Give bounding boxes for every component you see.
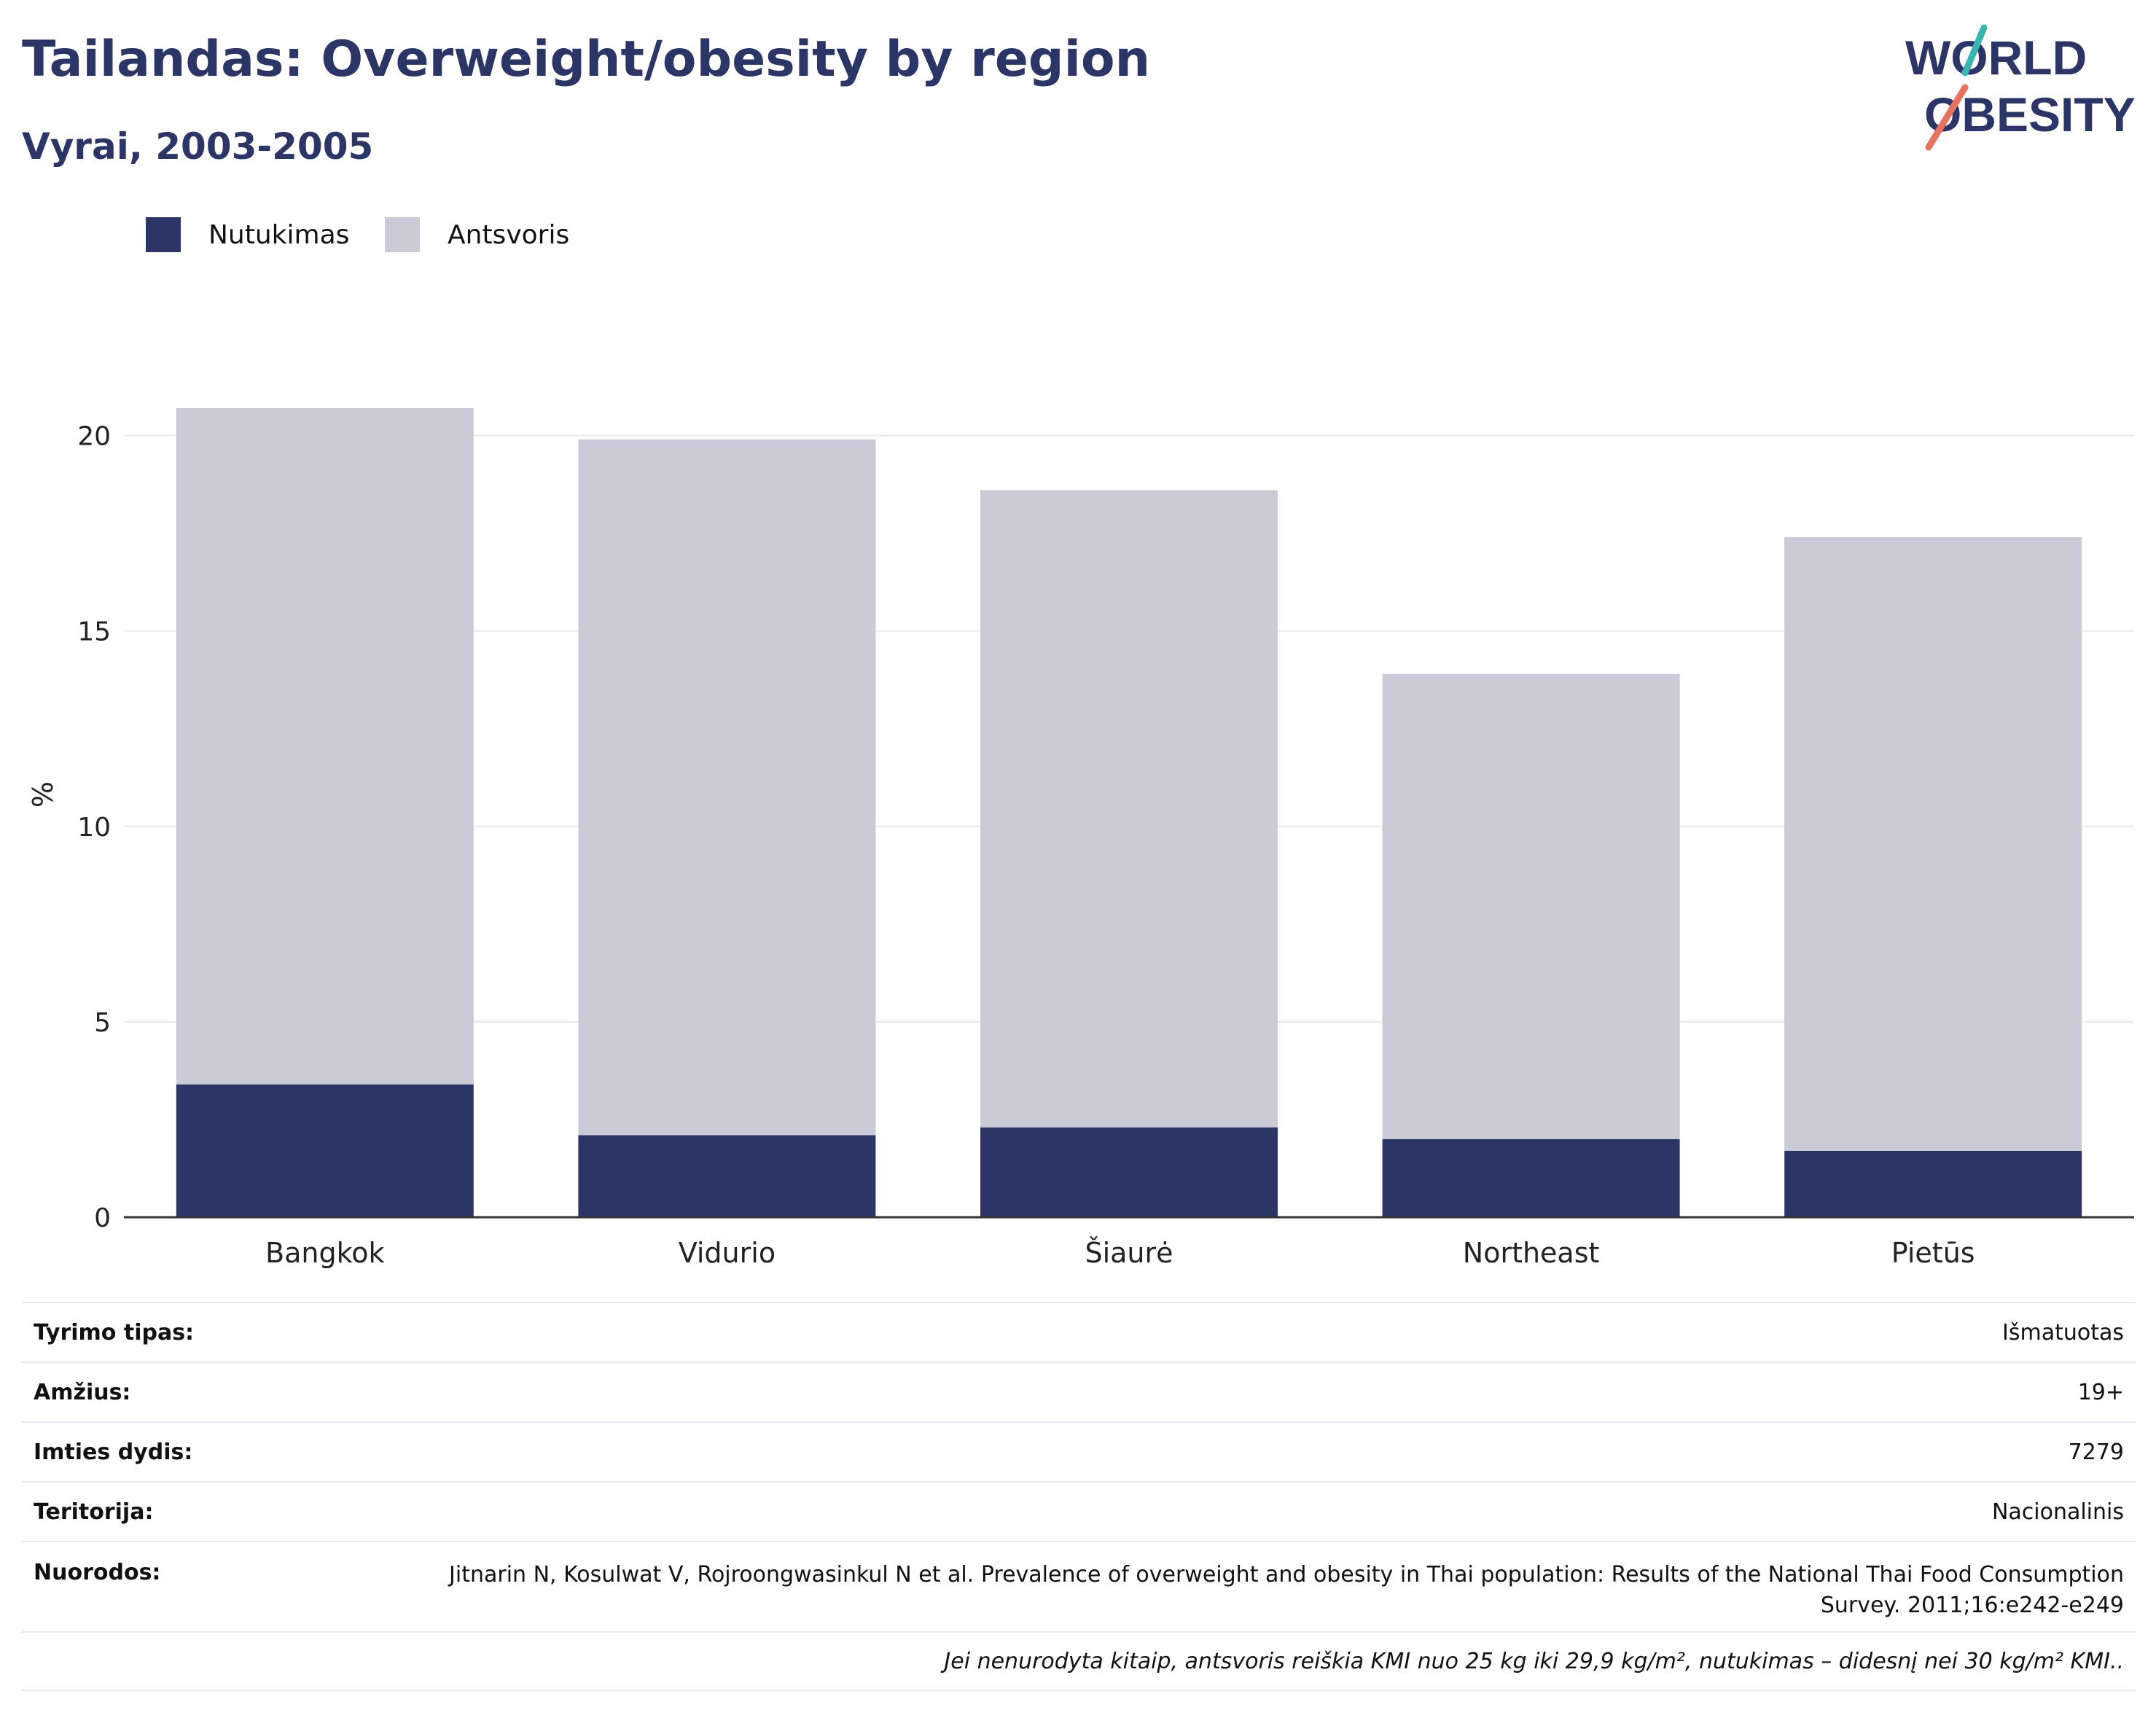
- info-row-survey-type: Tyrimo tipas: Išmatuotas: [22, 1302, 2136, 1362]
- info-key: Imties dydis:: [34, 1439, 193, 1465]
- y-tick-label: 0: [94, 1203, 111, 1233]
- info-key: Tyrimo tipas:: [34, 1319, 195, 1346]
- bar-nutukimas: [578, 1135, 876, 1217]
- bar-nutukimas: [1382, 1139, 1680, 1217]
- info-value: Išmatuotas: [2002, 1319, 2124, 1346]
- legend-item-nutukimas[interactable]: Nutukimas: [146, 217, 349, 252]
- bar-antsvoris: [176, 408, 474, 1085]
- definition-note: Jei nenurodyta kitaip, antsvoris reiškia…: [944, 1648, 2124, 1674]
- info-row-references: Nuorodos: Jitnarin N, Kosulwat V, Rojroo…: [22, 1541, 2136, 1631]
- bar-nutukimas: [1784, 1150, 2082, 1217]
- info-key: Nuorodos:: [34, 1560, 161, 1585]
- info-table: Tyrimo tipas: Išmatuotas Amžius: 19+ Imt…: [22, 1302, 2136, 1691]
- info-value: 7279: [2068, 1439, 2124, 1465]
- legend-label-nutukimas: Nutukimas: [208, 219, 350, 250]
- bar-antsvoris: [1382, 673, 1680, 1139]
- y-axis-label: %: [27, 781, 59, 808]
- y-tick-label: 5: [94, 1008, 111, 1038]
- bar-antsvoris: [980, 490, 1278, 1128]
- world-obesity-logo: WORLD OBESITY: [1902, 22, 2136, 153]
- y-tick-label: 10: [77, 813, 111, 843]
- info-key: Teritorija:: [34, 1499, 154, 1525]
- legend-label-antsvoris: Antsvoris: [448, 219, 570, 250]
- x-tick-label: Northeast: [1463, 1237, 1600, 1269]
- bar-antsvoris: [578, 439, 876, 1136]
- bar-antsvoris: [1784, 536, 2082, 1151]
- logo-line1: WORLD: [1905, 31, 2087, 85]
- info-key: Amžius:: [34, 1379, 131, 1405]
- x-tick-label: Pietūs: [1891, 1237, 1975, 1269]
- info-row-note: Jei nenurodyta kitaip, antsvoris reiškia…: [22, 1631, 2136, 1691]
- legend-swatch-nutukimas: [146, 217, 181, 252]
- y-tick-label: 15: [77, 617, 111, 647]
- y-tick-label: 20: [77, 422, 111, 452]
- reference-text: Jitnarin N, Kosulwat V, Rojroongwasinkul…: [449, 1562, 2124, 1618]
- bar-nutukimas: [176, 1084, 474, 1217]
- legend-item-antsvoris[interactable]: Antsvoris: [385, 217, 569, 252]
- legend-swatch-antsvoris: [385, 217, 420, 252]
- bar-chart: 0 5 10 15 20% Bangkok Vidurio Šiaurė Northeast Pi…: [27, 408, 2134, 1269]
- x-tick-label: Šiaurė: [1085, 1237, 1173, 1269]
- info-row-age: Amžius: 19+: [22, 1362, 2136, 1421]
- x-tick-label: Bangkok: [265, 1237, 384, 1269]
- bar-nutukimas: [980, 1127, 1278, 1217]
- info-row-territory: Teritorija: Nacionalinis: [22, 1481, 2136, 1541]
- info-value: Nacionalinis: [1991, 1499, 2124, 1525]
- chart-title: Tailandas: Overweight/obesity by region: [22, 31, 1151, 88]
- info-row-sample-size: Imties dydis: 7279: [22, 1421, 2136, 1481]
- info-value: 19+: [2077, 1379, 2124, 1405]
- chart-subtitle: Vyrai, 2003-2005: [22, 125, 374, 168]
- x-tick-label: Vidurio: [679, 1237, 776, 1269]
